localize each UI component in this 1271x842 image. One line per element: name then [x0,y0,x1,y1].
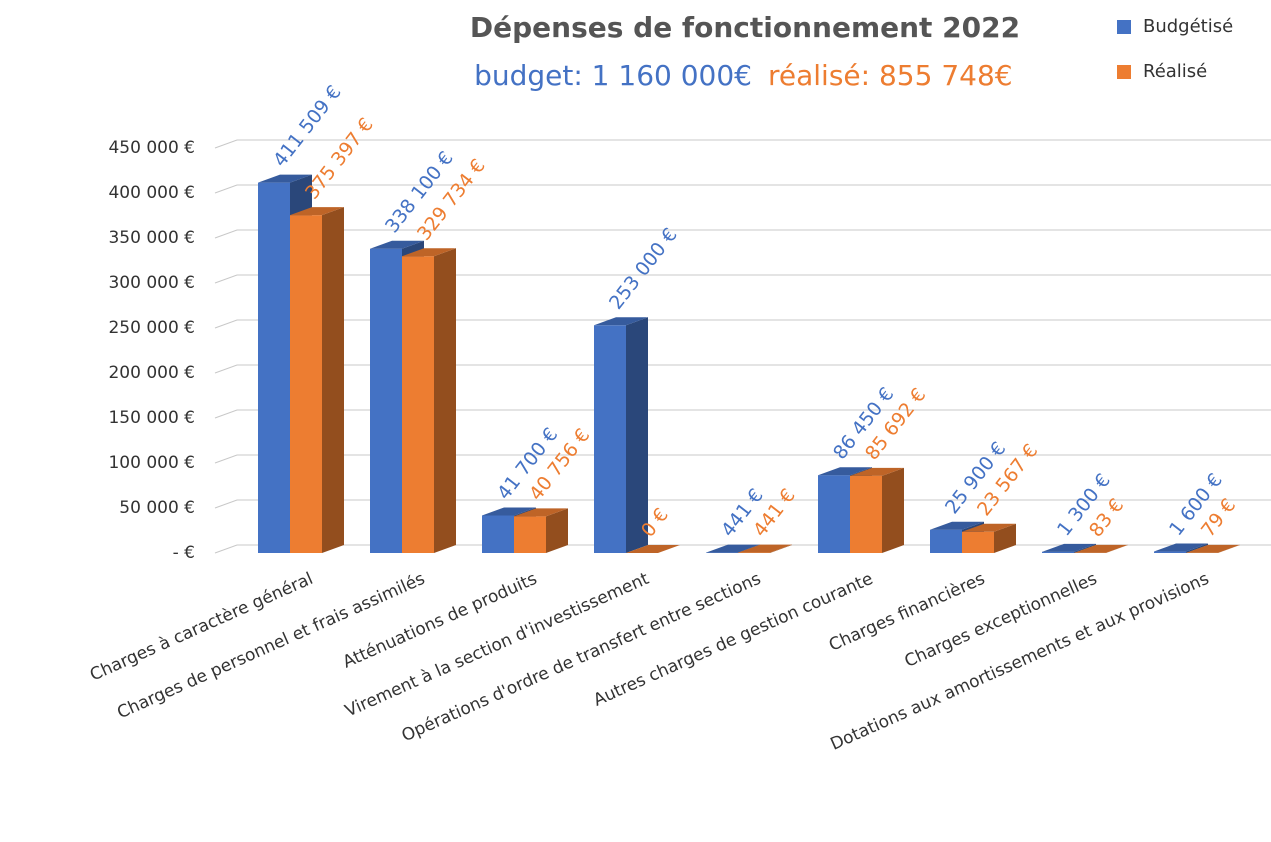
bar [258,183,290,553]
grid-line [215,140,1271,148]
chart-title: Dépenses de fonctionnement 2022 [470,11,1020,44]
bar [930,530,962,553]
y-tick-label: 450 000 € [108,138,195,158]
bar [818,475,850,553]
bar [594,325,626,553]
grid-line [215,230,1271,238]
legend-label: Réalisé [1143,61,1207,82]
bar [514,516,546,553]
y-tick-label: 100 000 € [108,453,195,473]
y-tick-label: 400 000 € [108,183,195,203]
bar [962,532,994,553]
y-tick-label: 300 000 € [108,273,195,293]
subtitle-budget: budget: 1 160 000€ [474,59,752,92]
y-tick-label: 50 000 € [119,498,195,518]
subtitle-realise: réalisé: 855 748€ [768,59,1013,92]
y-tick-label: 150 000 € [108,408,195,428]
legend-label: Budgétisé [1143,16,1233,37]
bar [402,256,434,553]
bar [370,249,402,553]
legend-swatch [1117,20,1131,34]
y-tick-label: - € [173,543,195,563]
bar [482,515,514,553]
y-tick-label: 350 000 € [108,228,195,248]
bar-side [882,468,904,553]
x-tick-label: Charges exceptionnelles [902,569,1101,672]
grid-line [215,185,1271,193]
bar [1042,552,1074,553]
y-tick-label: 250 000 € [108,318,195,338]
bar [290,215,322,553]
y-tick-label: 200 000 € [108,363,195,383]
value-label: 253 000 € [605,224,682,314]
x-tick-label: Dotations aux amortissements et aux prov… [827,569,1212,755]
bar [1154,552,1186,553]
bar [850,476,882,553]
x-tick-label: Atténuations de produits [340,569,540,673]
bar-side [434,248,456,553]
legend-swatch [1117,65,1131,79]
bar-side [322,207,344,553]
